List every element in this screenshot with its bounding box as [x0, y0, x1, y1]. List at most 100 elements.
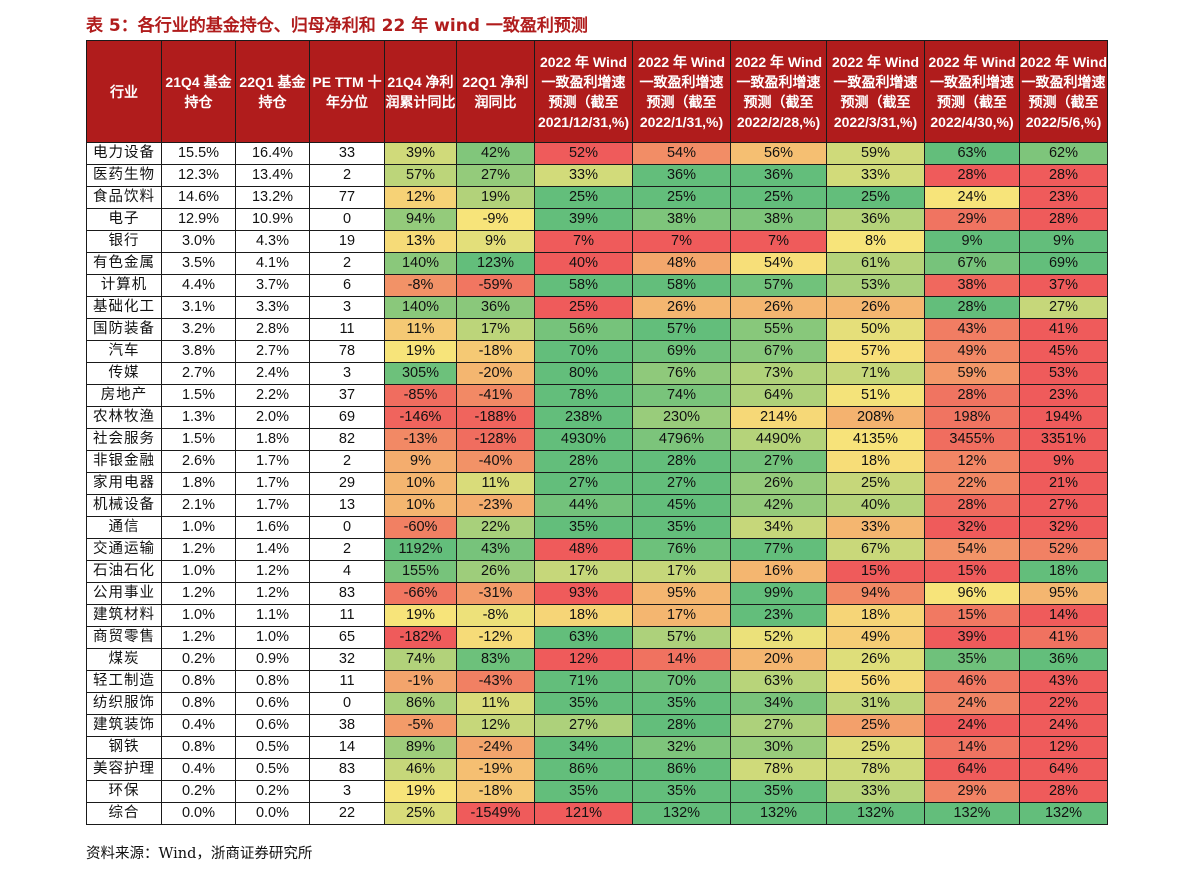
value-cell: 86%: [534, 758, 633, 781]
value-cell: 22%: [1019, 692, 1108, 715]
value-cell: 31%: [826, 692, 925, 715]
value-cell: 17%: [632, 604, 731, 627]
value-cell: 58%: [632, 274, 731, 297]
value-cell: 57%: [730, 274, 827, 297]
table-row: 计算机 4.4% 3.7% 6 -8% -59% 58% 58% 57% 53% 38% 37%: [86, 274, 1108, 297]
value-cell: 0.5%: [235, 736, 310, 759]
header-row: 行业 21Q4 基金持仓 22Q1 基金持仓 PE TTM 十年分位 21Q4 …: [86, 40, 1108, 143]
value-cell: -146%: [384, 406, 457, 429]
table-row: 石油石化 1.0% 1.2% 4 155% 26% 17% 17% 16% 15% 15% 18%: [86, 560, 1108, 583]
value-cell: 33%: [826, 516, 925, 539]
value-cell: 54%: [632, 142, 731, 165]
value-cell: 48%: [534, 538, 633, 561]
value-cell: 1.0%: [161, 516, 236, 539]
value-cell: 132%: [632, 802, 731, 825]
value-cell: 95%: [632, 582, 731, 605]
value-cell: 41%: [1019, 318, 1108, 341]
table-row: 公用事业 1.2% 1.2% 83 -66% -31% 93% 95% 99% 94% 96% 95%: [86, 582, 1108, 605]
value-cell: 32%: [632, 736, 731, 759]
value-cell: -188%: [456, 406, 535, 429]
value-cell: 15.5%: [161, 142, 236, 165]
value-cell: 140%: [384, 252, 457, 275]
value-cell: 9%: [384, 450, 457, 473]
value-cell: 20%: [730, 648, 827, 671]
value-cell: 11%: [384, 318, 457, 341]
value-cell: 51%: [826, 384, 925, 407]
value-cell: 23%: [1019, 384, 1108, 407]
value-cell: 33%: [534, 164, 633, 187]
table-row: 房地产 1.5% 2.2% 37 -85% -41% 78% 74% 64% 51% 28% 23%: [86, 384, 1108, 407]
table-row: 商贸零售 1.2% 1.0% 65 -182% -12% 63% 57% 52% 49% 39% 41…: [86, 626, 1108, 649]
value-cell: 1.5%: [161, 384, 236, 407]
value-cell: 52%: [534, 142, 633, 165]
value-cell: 54%: [730, 252, 827, 275]
value-cell: 13.4%: [235, 164, 310, 187]
value-cell: 99%: [730, 582, 827, 605]
value-cell: 38%: [730, 208, 827, 231]
value-cell: 74%: [632, 384, 731, 407]
value-cell: 26%: [632, 296, 731, 319]
value-cell: 3.5%: [161, 252, 236, 275]
value-cell: 48%: [632, 252, 731, 275]
value-cell: 8%: [826, 230, 925, 253]
value-cell: 46%: [924, 670, 1020, 693]
value-cell: 38: [309, 714, 385, 737]
value-cell: 25%: [730, 186, 827, 209]
value-cell: 29: [309, 472, 385, 495]
value-cell: 52%: [730, 626, 827, 649]
value-cell: 39%: [534, 208, 633, 231]
value-cell: 18%: [826, 604, 925, 627]
value-cell: 4: [309, 560, 385, 583]
industry-table: 行业 21Q4 基金持仓 22Q1 基金持仓 PE TTM 十年分位 21Q4 …: [86, 40, 1108, 825]
value-cell: 43%: [1019, 670, 1108, 693]
value-cell: 28%: [632, 450, 731, 473]
table-row: 美容护理 0.4% 0.5% 83 46% -19% 86% 86% 78% 78% 64% 64%: [86, 758, 1108, 781]
value-cell: 58%: [534, 274, 633, 297]
value-cell: -40%: [456, 450, 535, 473]
value-cell: 3: [309, 362, 385, 385]
value-cell: 25%: [826, 472, 925, 495]
value-cell: 2.7%: [235, 340, 310, 363]
value-cell: 27%: [534, 714, 633, 737]
value-cell: 0.8%: [161, 736, 236, 759]
value-cell: 2: [309, 538, 385, 561]
value-cell: 26%: [730, 472, 827, 495]
value-cell: 49%: [924, 340, 1020, 363]
value-cell: 56%: [730, 142, 827, 165]
value-cell: 22: [309, 802, 385, 825]
value-cell: 0.4%: [161, 758, 236, 781]
value-cell: 194%: [1019, 406, 1108, 429]
value-cell: 3.2%: [161, 318, 236, 341]
table-row: 机械设备 2.1% 1.7% 13 10% -23% 44% 45% 42% 40% 28% 27%: [86, 494, 1108, 517]
value-cell: 3455%: [924, 428, 1020, 451]
value-cell: 2: [309, 450, 385, 473]
value-cell: 49%: [826, 626, 925, 649]
value-cell: 64%: [1019, 758, 1108, 781]
value-cell: 22%: [924, 472, 1020, 495]
value-cell: 28%: [924, 296, 1020, 319]
value-cell: 15%: [924, 604, 1020, 627]
table-row: 银行 3.0% 4.3% 19 13% 9% 7% 7% 7% 8% 9% 9%: [86, 230, 1108, 253]
value-cell: 1.5%: [161, 428, 236, 451]
industry-name-cell: 国防装备: [86, 318, 162, 341]
col-header-forecast-2022-03-31: 2022 年 Wind 一致盈利增速预测（截至 2022/3/31,%): [826, 40, 925, 143]
value-cell: 0.8%: [161, 670, 236, 693]
value-cell: 21%: [1019, 472, 1108, 495]
value-cell: -13%: [384, 428, 457, 451]
value-cell: 1.0%: [235, 626, 310, 649]
table-header: 行业 21Q4 基金持仓 22Q1 基金持仓 PE TTM 十年分位 21Q4 …: [86, 40, 1108, 143]
value-cell: 65: [309, 626, 385, 649]
value-cell: 19%: [384, 340, 457, 363]
value-cell: 78%: [730, 758, 827, 781]
value-cell: -5%: [384, 714, 457, 737]
value-cell: 12.3%: [161, 164, 236, 187]
value-cell: 35%: [730, 780, 827, 803]
value-cell: 50%: [826, 318, 925, 341]
value-cell: 4.3%: [235, 230, 310, 253]
value-cell: 27%: [1019, 494, 1108, 517]
value-cell: 27%: [632, 472, 731, 495]
value-cell: 230%: [632, 406, 731, 429]
value-cell: 29%: [924, 780, 1020, 803]
value-cell: 94%: [384, 208, 457, 231]
value-cell: 37: [309, 384, 385, 407]
